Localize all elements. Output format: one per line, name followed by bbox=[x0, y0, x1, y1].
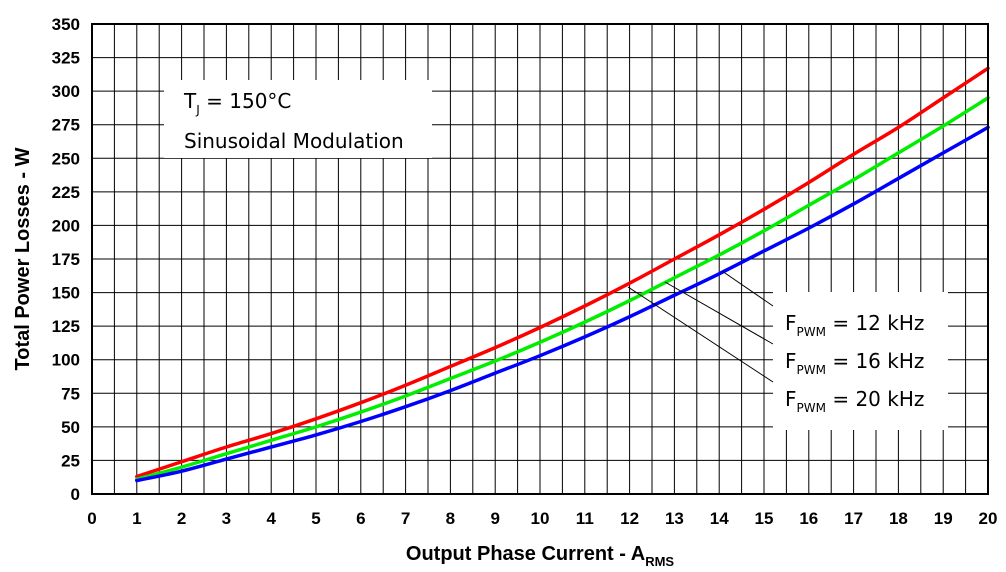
y-tick-label: 175 bbox=[52, 250, 80, 269]
y-tick-labels: 0 25 50 75 100 125 150 175 200 225 250 275 300 325 350 bbox=[52, 15, 80, 504]
y-tick-label: 325 bbox=[52, 49, 80, 68]
x-tick-label: 17 bbox=[844, 509, 863, 528]
x-tick-label: 13 bbox=[665, 509, 684, 528]
x-tick-label: 10 bbox=[531, 509, 550, 528]
y-tick-label: 25 bbox=[61, 451, 80, 470]
leader-line-20khz bbox=[627, 286, 774, 383]
y-tick-label: 350 bbox=[52, 15, 80, 34]
y-tick-label: 225 bbox=[52, 183, 80, 202]
x-tick-label: 15 bbox=[755, 509, 774, 528]
leader-line-16khz bbox=[664, 281, 774, 345]
x-tick-label: 4 bbox=[266, 509, 276, 528]
annotation-line1: TJ = 150°C bbox=[183, 89, 291, 117]
legend-entry-12khz: FPWM = 12 kHz bbox=[785, 311, 924, 339]
x-tick-label: 20 bbox=[979, 509, 998, 528]
x-tick-label: 16 bbox=[799, 509, 818, 528]
x-tick-label: 1 bbox=[132, 509, 141, 528]
legend-entry-16khz: FPWM = 16 kHz bbox=[785, 349, 924, 377]
x-tick-label: 7 bbox=[401, 509, 410, 528]
plot-frame bbox=[91, 23, 989, 495]
x-tick-label: 19 bbox=[934, 509, 953, 528]
annotation-line2: Sinusoidal Modulation bbox=[184, 129, 404, 153]
y-axis-title: Total Power Losses - W bbox=[12, 147, 34, 370]
x-tick-label: 0 bbox=[87, 509, 96, 528]
x-tick-label: 2 bbox=[177, 509, 186, 528]
y-tick-label: 125 bbox=[52, 317, 80, 336]
x-tick-label: 14 bbox=[710, 509, 729, 528]
y-tick-label: 150 bbox=[52, 284, 80, 303]
leader-lines bbox=[627, 270, 774, 383]
x-tick-label: 18 bbox=[889, 509, 908, 528]
x-tick-label: 12 bbox=[620, 509, 639, 528]
y-tick-label: 200 bbox=[52, 216, 80, 235]
y-tick-label: 300 bbox=[52, 82, 80, 101]
y-tick-label: 75 bbox=[61, 384, 80, 403]
junction-temp-annotation: TJ = 150°C Sinusoidal Modulation bbox=[164, 80, 432, 158]
y-tick-label: 250 bbox=[52, 149, 80, 168]
x-tick-label: 5 bbox=[311, 509, 320, 528]
x-tick-label: 6 bbox=[356, 509, 365, 528]
x-tick-label: 3 bbox=[222, 509, 231, 528]
annotation-background bbox=[164, 80, 432, 158]
y-tick-label: 275 bbox=[52, 116, 80, 135]
y-tick-label: 50 bbox=[61, 418, 80, 437]
y-tick-label: 100 bbox=[52, 351, 80, 370]
y-tick-label: 0 bbox=[71, 485, 80, 504]
x-tick-label: 9 bbox=[490, 509, 499, 528]
series-lines bbox=[135, 66, 990, 483]
leader-line-12khz bbox=[721, 270, 774, 307]
x-tick-label: 8 bbox=[446, 509, 455, 528]
legend-entry-20khz: FPWM = 20 kHz bbox=[785, 387, 924, 415]
series-line-1 bbox=[135, 96, 990, 481]
series-line-0 bbox=[135, 66, 990, 479]
legend-background bbox=[773, 292, 948, 430]
legend: FPWM = 12 kHz FPWM = 16 kHz FPWM = 20 kH… bbox=[773, 292, 948, 430]
x-tick-labels: 0 1 2 3 4 5 6 7 8 9 10 11 12 13 14 15 16 17 18 19 20 bbox=[87, 509, 997, 528]
x-tick-label: 11 bbox=[576, 509, 594, 528]
x-axis-title: Output Phase Current - ARMS bbox=[406, 543, 674, 569]
series-line-2 bbox=[135, 125, 990, 483]
